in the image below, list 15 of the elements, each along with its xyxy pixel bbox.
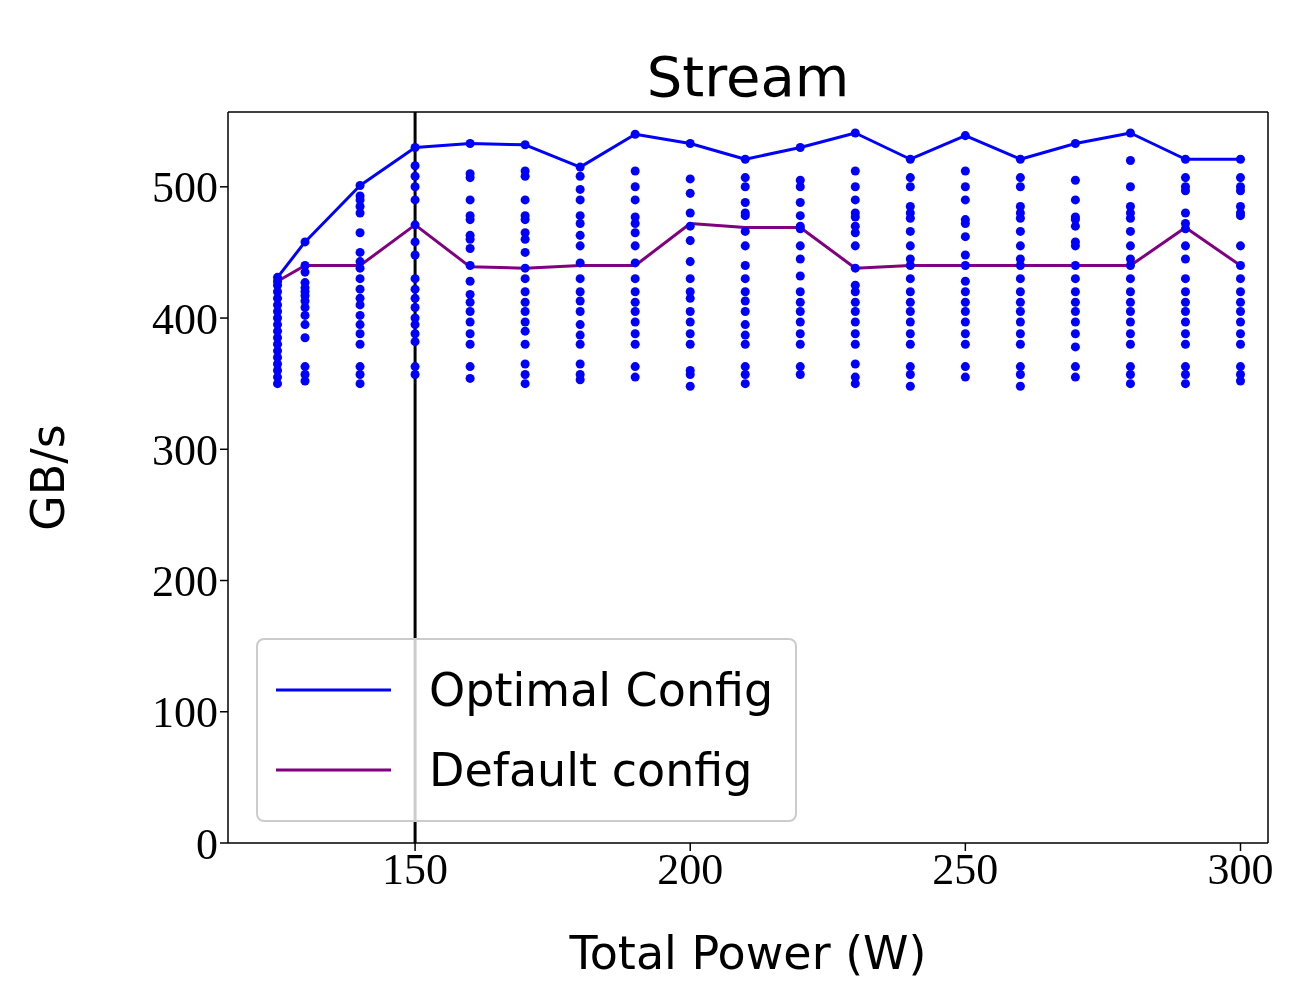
x-tick-label: 300 — [1207, 845, 1274, 895]
legend-label: Optimal Config — [429, 663, 774, 717]
x-tick-label: 200 — [657, 845, 724, 895]
y-tick-label: 200 — [152, 557, 218, 607]
y-tick-label: 300 — [152, 425, 218, 475]
chart-title: Stream — [645, 44, 851, 109]
y-tick-label: 400 — [152, 294, 218, 344]
y-tick-label: 500 — [152, 163, 218, 213]
x-tick-label: 250 — [932, 845, 999, 895]
legend-label: Default config — [429, 743, 753, 797]
y-axis-title: GB/s — [21, 424, 76, 531]
x-tick-label: 150 — [382, 845, 449, 895]
y-tick-label: 100 — [152, 688, 218, 738]
y-tick-label: 0 — [196, 819, 218, 869]
x-axis-title: Total Power (W) — [568, 926, 927, 980]
